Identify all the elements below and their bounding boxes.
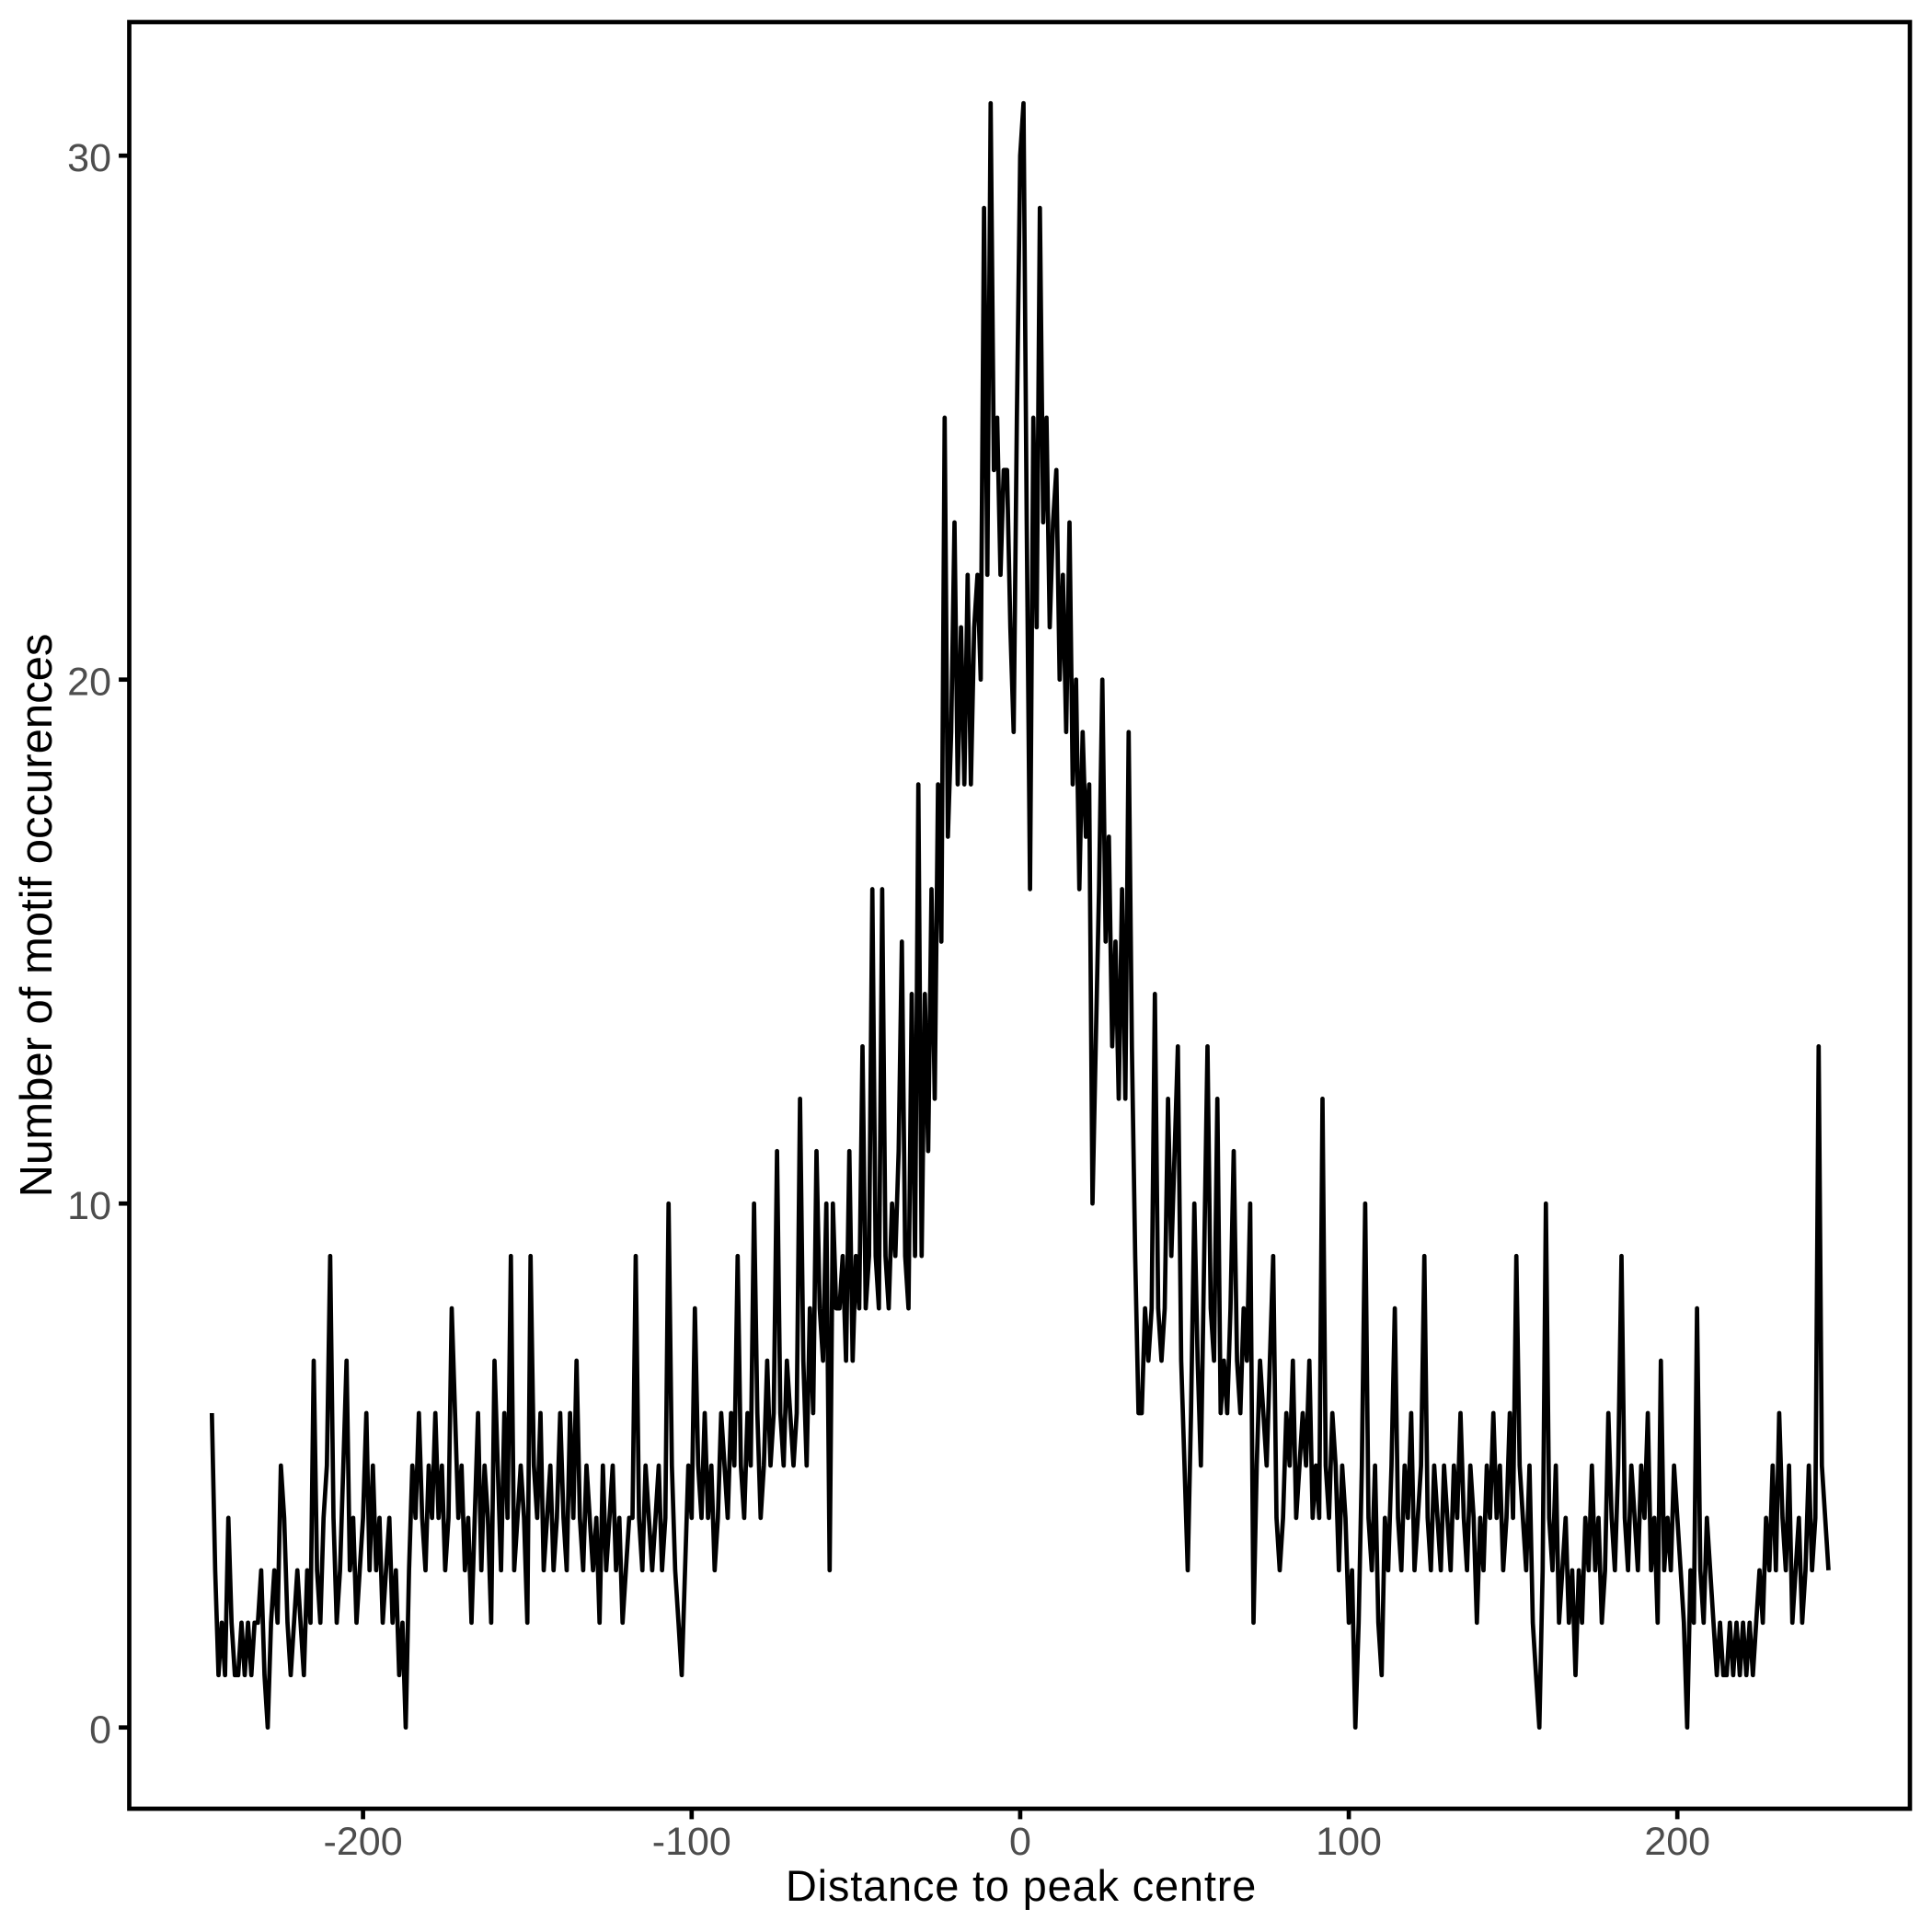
svg-text:0: 0 [1009, 1820, 1031, 1864]
svg-text:10: 10 [67, 1184, 111, 1228]
svg-text:-200: -200 [324, 1820, 403, 1864]
svg-text:20: 20 [67, 661, 111, 705]
svg-text:100: 100 [1316, 1820, 1382, 1864]
svg-text:Number of motif occurences: Number of motif occurences [12, 634, 62, 1198]
svg-text:Distance to peak centre: Distance to peak centre [786, 1861, 1257, 1910]
svg-text:30: 30 [67, 136, 111, 180]
svg-text:0: 0 [89, 1708, 111, 1753]
svg-text:-100: -100 [652, 1820, 731, 1864]
svg-text:200: 200 [1644, 1820, 1710, 1864]
